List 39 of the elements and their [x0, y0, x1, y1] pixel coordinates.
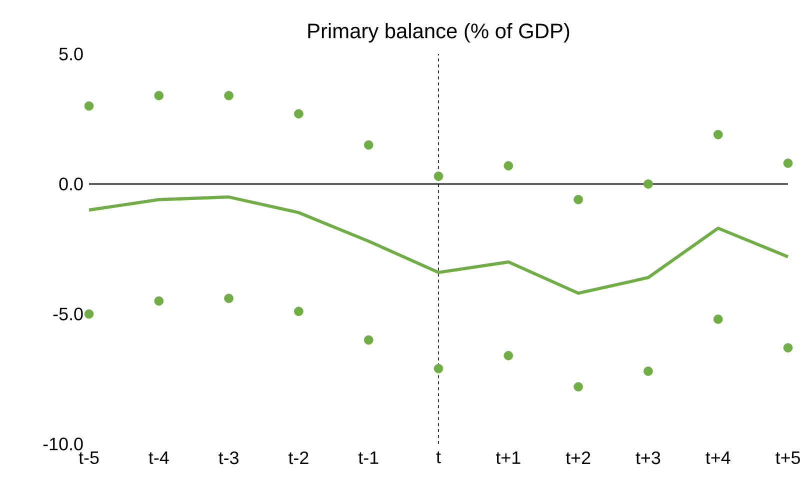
point	[294, 109, 304, 118]
line-series	[87, 195, 790, 295]
x-tick-label: t+3	[636, 451, 660, 464]
point	[644, 179, 653, 189]
chart-title: Primary balance (% of GDP)	[308, 23, 570, 43]
x-tick-label: t-3	[218, 451, 238, 464]
x-tick-label: t	[436, 452, 441, 464]
point	[294, 306, 304, 316]
point	[783, 343, 793, 352]
point	[713, 314, 723, 324]
y-tick-label: 0.0	[59, 178, 83, 190]
point	[574, 194, 583, 204]
point	[434, 364, 444, 374]
point	[783, 158, 793, 168]
x-tick-label: t+4	[706, 452, 730, 464]
x-tick-label: t-1	[358, 452, 378, 464]
point	[364, 335, 374, 345]
point	[154, 90, 164, 100]
point	[84, 101, 94, 111]
point	[504, 161, 514, 170]
point	[434, 172, 444, 181]
x-tick-label: t+2	[566, 451, 590, 464]
point	[364, 140, 374, 150]
point	[154, 296, 164, 306]
point	[224, 294, 234, 304]
x-tick-label: t+1	[496, 452, 520, 464]
point	[713, 130, 723, 140]
y-tick-label: -5.0	[53, 308, 83, 320]
point	[574, 382, 583, 392]
point	[504, 350, 514, 360]
point	[84, 309, 94, 319]
x-tick-label: t+5	[776, 452, 800, 464]
x-tick-label: t-4	[148, 452, 169, 464]
point	[644, 366, 653, 376]
y-tick-label: -10.0	[43, 438, 83, 450]
y-tick-label: 5.0	[59, 48, 83, 60]
point	[224, 90, 234, 100]
x-tick-label: t-5	[78, 452, 99, 464]
x-tick-label: t-2	[288, 451, 308, 464]
